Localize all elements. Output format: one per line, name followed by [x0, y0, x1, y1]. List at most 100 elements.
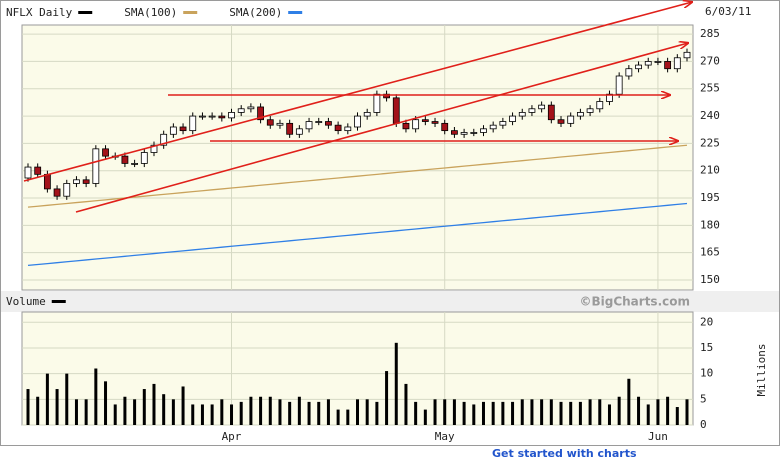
- volume-bar: [452, 399, 456, 425]
- candle-body: [266, 119, 274, 126]
- candle-body: [421, 119, 429, 122]
- candle-body: [237, 108, 245, 113]
- candle-body: [615, 75, 623, 95]
- candle-body: [63, 183, 71, 197]
- volume-bar: [356, 399, 359, 425]
- volume-bar: [588, 399, 592, 425]
- candle-body: [199, 115, 206, 118]
- volume-bar: [433, 399, 437, 425]
- candle-body: [431, 121, 439, 124]
- x-tick-label: Apr: [222, 430, 242, 443]
- candle-body: [586, 108, 594, 113]
- y-axis-label: Millions: [755, 344, 768, 397]
- volume-bar: [26, 389, 30, 425]
- volume-bar: [423, 409, 427, 425]
- legend-label: SMA(100): [124, 6, 177, 19]
- volume-bar: [578, 401, 582, 425]
- volume-bar: [394, 342, 398, 425]
- volume-bar: [336, 409, 340, 425]
- volume-bar: [181, 386, 185, 425]
- y-tick-label: 210: [700, 164, 720, 177]
- candle-body: [596, 101, 604, 110]
- candle-body: [412, 119, 420, 130]
- x-tick-label: May: [435, 430, 455, 443]
- volume-bar: [598, 399, 602, 425]
- candle-body: [82, 179, 90, 184]
- volume-bar: [268, 396, 272, 425]
- volume-bar: [637, 396, 641, 425]
- candle-body: [34, 166, 42, 175]
- volume-bar: [171, 399, 175, 425]
- volume-bar: [346, 409, 350, 425]
- candle-body: [373, 93, 381, 113]
- candle-body: [363, 112, 371, 117]
- marks: [24, 48, 691, 425]
- candle-body: [460, 132, 468, 135]
- volume-bar: [385, 371, 389, 425]
- volume-bar: [191, 404, 195, 425]
- candle-body: [625, 68, 633, 77]
- volume-bar: [666, 396, 670, 425]
- candle-body: [518, 112, 526, 117]
- candle-body: [286, 122, 294, 135]
- volume-bar: [491, 401, 495, 425]
- candle-body: [480, 128, 487, 133]
- y-tick-label: 165: [700, 246, 720, 259]
- volume-bar: [326, 399, 330, 425]
- candle-body: [131, 163, 139, 165]
- y-tick-label: 225: [700, 136, 720, 149]
- candle-body: [567, 115, 575, 124]
- volume-bar: [569, 401, 573, 425]
- y-tick-label: 0: [700, 418, 707, 431]
- volume-bar: [646, 404, 650, 425]
- trend-arrows: [23, 2, 692, 213]
- volume-bar: [656, 399, 660, 425]
- volume-bar: [133, 399, 137, 425]
- legend-swatch: [78, 11, 93, 14]
- candle-body: [73, 179, 80, 184]
- sma-line: [27, 202, 688, 267]
- date-label: 6/03/11: [705, 5, 751, 18]
- volume-bar: [142, 389, 146, 425]
- volume-bar: [65, 373, 69, 425]
- volume-bar: [200, 404, 204, 425]
- volume-bar: [297, 396, 301, 425]
- y-tick-label: 255: [700, 82, 720, 95]
- watermark: ©BigCharts.com: [579, 295, 690, 309]
- candle-body: [509, 115, 516, 122]
- y-tick-label: 195: [700, 191, 720, 204]
- volume-bar: [472, 404, 476, 425]
- candle-body: [160, 133, 168, 146]
- price-plot: [21, 24, 694, 291]
- y-tick-label: 5: [700, 392, 707, 405]
- candle-body: [538, 104, 546, 110]
- candle-body: [402, 122, 410, 130]
- volume-bar: [55, 389, 59, 425]
- candle-body: [247, 106, 255, 110]
- volume-bar: [162, 394, 166, 425]
- candle-body: [489, 124, 497, 130]
- candle-body: [441, 122, 449, 132]
- x-tick-label: Jun: [648, 430, 668, 443]
- volume-bar: [617, 396, 621, 425]
- volume-bar: [113, 404, 117, 425]
- candle-body: [218, 115, 226, 119]
- candle-body: [557, 119, 565, 124]
- candle-body: [276, 122, 284, 126]
- volume-bar: [520, 399, 524, 425]
- volume-bar: [288, 401, 292, 425]
- candle-body: [24, 166, 32, 179]
- volume-bar: [36, 396, 40, 425]
- candle-body: [315, 121, 323, 123]
- volume-bar: [220, 399, 224, 425]
- y-tick-label: 20: [700, 315, 713, 328]
- candle-body: [392, 97, 400, 124]
- footer-link[interactable]: Get started with charts: [492, 447, 637, 458]
- candle-body: [228, 112, 235, 119]
- candle-body: [673, 57, 681, 70]
- volume-bar: [675, 407, 679, 425]
- volume-bar: [481, 401, 485, 425]
- volume-bar: [307, 401, 311, 425]
- volume-title: Volume: [6, 295, 46, 308]
- y-tick-label: 180: [700, 218, 720, 231]
